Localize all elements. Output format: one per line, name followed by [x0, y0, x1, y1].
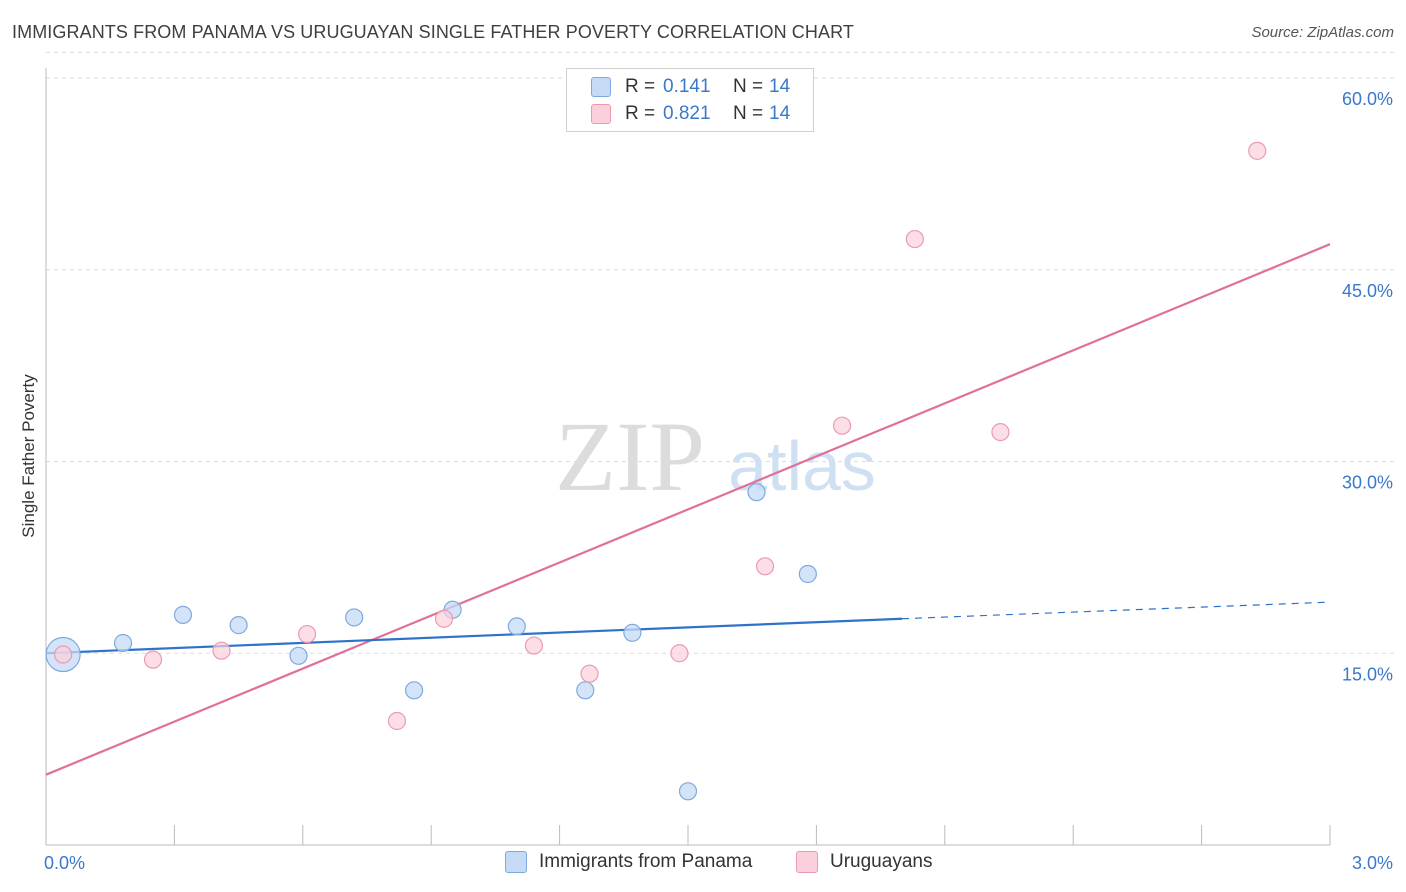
data-point-panama	[623, 623, 642, 642]
legend-n-label: N =	[733, 103, 764, 124]
data-point-uruguayans	[297, 624, 317, 644]
legend-n-value: 14	[769, 103, 791, 124]
grid-layer	[46, 51, 1394, 654]
data-point-uruguayans	[54, 645, 73, 664]
y-tick-label: 15.0%	[1342, 664, 1393, 684]
data-point-panama	[507, 617, 526, 636]
bottom-legend-swatch-panama	[505, 851, 527, 873]
chart-title: IMMIGRANTS FROM PANAMA VS URUGUAYAN SING…	[12, 22, 854, 42]
y-axis-label: Single Father Poverty	[19, 374, 38, 538]
bottom-legend-label-uruguayans: Uruguayans	[830, 851, 933, 872]
bottom-legend-uruguayans: Uruguayans	[796, 851, 932, 873]
watermark-zip: ZIP	[555, 401, 705, 512]
legend-row-uruguayans: R = 0.821 N = 14	[591, 103, 790, 125]
legend-swatch-uruguayans	[591, 104, 611, 124]
bottom-legend-label-panama: Immigrants from Panama	[539, 851, 753, 872]
trend-layer	[45, 243, 1331, 776]
data-point-uruguayans	[1248, 141, 1267, 160]
legend-n-value: 14	[769, 76, 791, 97]
data-point-uruguayans	[524, 636, 544, 655]
trendline-panama-projection	[901, 601, 1331, 620]
data-point-uruguayans	[580, 664, 599, 683]
correlation-legend: R = 0.141 N = 14 R = 0.821 N = 14	[566, 68, 814, 132]
y-tick-label: 60.0%	[1342, 89, 1393, 109]
legend-row-panama: R = 0.141 N = 14	[591, 76, 790, 98]
axis-layer: 15.0% 30.0% 45.0% 60.0% 0.0% 3.0%	[44, 68, 1393, 873]
x-tick-label: 0.0%	[44, 853, 85, 873]
bottom-legend-panama: Immigrants from Panama	[505, 851, 752, 873]
data-point-uruguayans	[434, 609, 454, 628]
trendline-uruguayans	[45, 243, 1331, 776]
data-point-panama	[576, 681, 595, 700]
data-point-uruguayans	[991, 422, 1010, 442]
data-point-panama	[747, 483, 766, 502]
legend-swatch-panama	[591, 77, 611, 97]
data-point-panama	[173, 605, 193, 625]
x-tick-label: 3.0%	[1352, 853, 1393, 873]
data-point-panama	[289, 646, 308, 665]
watermark: ZIP atlas	[555, 401, 876, 512]
data-point-uruguayans	[670, 644, 689, 663]
y-tick-label: 45.0%	[1342, 281, 1393, 301]
data-point-uruguayans	[387, 711, 407, 731]
data-point-uruguayans	[905, 229, 924, 249]
legend-r-value: 0.821	[663, 103, 711, 124]
source-label: Source: ZipAtlas.com	[1251, 24, 1394, 41]
data-point-panama	[229, 616, 248, 635]
point-layer	[45, 141, 1267, 801]
y-tick-label: 30.0%	[1342, 473, 1393, 493]
data-point-panama	[678, 782, 698, 801]
data-point-uruguayans	[212, 641, 231, 660]
legend-r-label: R =	[625, 103, 656, 124]
data-point-uruguayans	[755, 557, 775, 576]
legend-r-value: 0.141	[663, 76, 711, 97]
legend-n-label: N =	[733, 76, 764, 97]
legend-r-label: R =	[625, 76, 656, 97]
data-point-panama	[113, 633, 133, 653]
trendline-panama	[45, 617, 903, 655]
data-point-uruguayans	[832, 416, 852, 435]
data-point-panama	[404, 681, 424, 700]
bottom-legend-swatch-uruguayans	[796, 851, 818, 873]
data-point-panama	[798, 564, 817, 584]
data-point-panama	[345, 608, 364, 627]
data-point-uruguayans	[143, 650, 163, 669]
